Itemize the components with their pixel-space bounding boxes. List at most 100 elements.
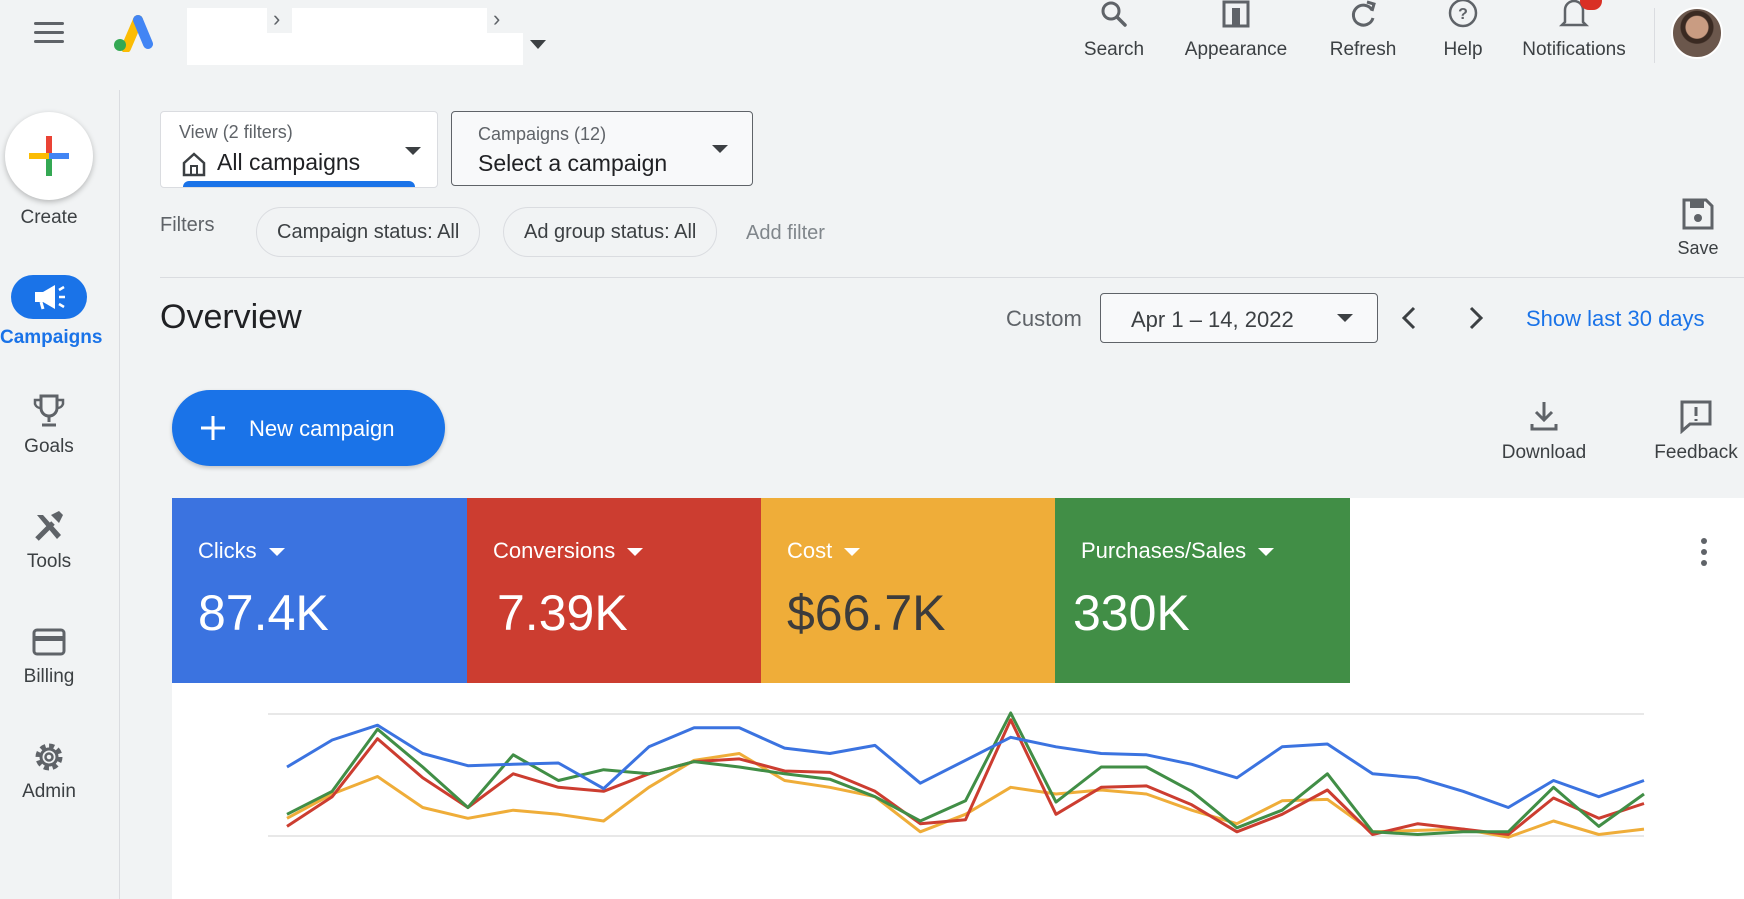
account-switcher-caret-icon[interactable]	[530, 40, 546, 49]
sidebar-item-tools[interactable]: Tools	[0, 505, 98, 595]
avatar[interactable]	[1671, 7, 1723, 59]
top-bar: › › Search Appearance Refresh ? Help Not…	[0, 0, 1744, 78]
page-title: Overview	[160, 298, 302, 336]
view-dropdown-caret-icon	[405, 147, 421, 155]
view-filters-count: View (2 filters)	[179, 122, 293, 142]
metric-selector[interactable]: Cost	[787, 538, 861, 564]
campaigns-nav-button[interactable]	[11, 275, 87, 319]
notifications-button[interactable]: Notifications	[1514, 0, 1634, 62]
filters-label: Filters	[160, 214, 215, 236]
campaign-dropdown-caret-icon	[712, 145, 728, 153]
show-last-30-days-link[interactable]: Show last 30 days	[1526, 306, 1705, 331]
help-button[interactable]: ? Help	[1438, 0, 1488, 62]
metric-caret-icon	[844, 548, 861, 557]
refresh-button[interactable]: Refresh	[1322, 0, 1404, 62]
search-label: Search	[1083, 39, 1145, 60]
credit-card-icon	[32, 628, 66, 656]
chart-series-line-1	[286, 718, 1645, 836]
help-label: Help	[1443, 39, 1483, 60]
tools-label: Tools	[26, 551, 72, 572]
notifications-label: Notifications	[1522, 39, 1626, 60]
metric-selector[interactable]: Purchases/Sales	[1081, 538, 1275, 564]
metric-name: Cost	[787, 538, 833, 563]
view-selected: All campaigns	[217, 149, 361, 175]
refresh-label: Refresh	[1329, 39, 1397, 60]
metric-caret-icon	[268, 548, 285, 557]
main-menu-button[interactable]	[30, 18, 68, 48]
new-campaign-button[interactable]: New campaign	[172, 390, 445, 466]
search-button[interactable]: Search	[1076, 0, 1152, 62]
download-icon	[1530, 402, 1558, 431]
account-name-redacted[interactable]	[187, 33, 523, 65]
refresh-icon	[1351, 0, 1376, 27]
search-icon	[1101, 1, 1127, 27]
trophy-icon	[33, 394, 65, 427]
appearance-label: Appearance	[1184, 39, 1288, 60]
plus-icon	[29, 136, 69, 176]
svg-text:?: ?	[1458, 6, 1468, 23]
metric-name: Purchases/Sales	[1081, 538, 1247, 563]
performance-chart	[268, 711, 1645, 839]
date-range-picker[interactable]: Apr 1 – 14, 2022	[1100, 293, 1378, 343]
bell-icon	[1558, 0, 1590, 27]
ad-group-status-filter-chip[interactable]: Ad group status: All	[503, 207, 718, 257]
new-campaign-label: New campaign	[249, 416, 395, 441]
plus-icon	[201, 416, 225, 440]
metric-value: 87.4K	[198, 585, 329, 641]
gear-icon	[35, 743, 63, 771]
campaign-status-filter-chip[interactable]: Campaign status: All	[256, 207, 481, 257]
metric-value: $66.7K	[787, 585, 946, 641]
metric-selector[interactable]: Clicks	[198, 538, 285, 564]
save-icon	[1682, 198, 1714, 230]
performance-card: Clicks 87.4K Conversions 7.39K Cost $66.…	[172, 498, 1744, 899]
feedback-button[interactable]: Feedback	[1652, 398, 1740, 464]
metric-tile-clicks[interactable]: Clicks 87.4K	[172, 498, 467, 683]
left-navigation-rail: Create Campaigns Goals Tools Billing Adm…	[0, 90, 120, 899]
date-range-type-label: Custom	[1006, 306, 1082, 331]
notification-badge	[1580, 0, 1602, 10]
create-label: Create	[20, 207, 78, 228]
megaphone-icon	[35, 285, 65, 310]
sidebar-item-goals[interactable]: Goals	[0, 390, 98, 480]
campaign-selector[interactable]: Campaigns (12) Select a campaign	[451, 111, 753, 186]
feedback-icon	[1680, 400, 1712, 434]
appearance-icon	[1222, 0, 1250, 28]
metric-tile-cost[interactable]: Cost $66.7K	[761, 498, 1056, 683]
chart-series-line-2	[286, 752, 1645, 839]
chart-series-line-3	[286, 711, 1645, 836]
add-filter-button[interactable]: Add filter	[746, 222, 825, 244]
metric-name: Clicks	[198, 538, 257, 563]
sidebar-item-admin[interactable]: Admin	[0, 735, 98, 825]
sidebar-item-billing[interactable]: Billing	[0, 620, 98, 710]
breadcrumb-redacted-2[interactable]	[292, 8, 487, 33]
metric-caret-icon	[1258, 548, 1275, 557]
date-dropdown-caret-icon	[1337, 314, 1353, 322]
metric-tile-conversions[interactable]: Conversions 7.39K	[467, 498, 762, 683]
previous-period-icon[interactable]	[1393, 301, 1427, 335]
view-selector[interactable]: View (2 filters) All campaigns	[160, 111, 438, 188]
chart-series-line-0	[286, 723, 1645, 809]
filters-divider	[160, 277, 1744, 278]
metric-selector[interactable]: Conversions	[493, 538, 644, 564]
billing-label: Billing	[23, 666, 75, 687]
topbar-divider	[1654, 8, 1655, 63]
metric-value: 330K	[1073, 585, 1190, 641]
save-button[interactable]: Save	[1660, 196, 1736, 259]
download-label: Download	[1501, 442, 1587, 463]
google-ads-logo	[114, 15, 153, 52]
tools-icon	[35, 511, 63, 541]
create-button[interactable]	[5, 112, 93, 200]
metric-tile-purchases[interactable]: Purchases/Sales 330K	[1055, 498, 1350, 683]
sidebar-item-campaigns[interactable]: Campaigns	[0, 327, 103, 348]
next-period-icon[interactable]	[1458, 301, 1492, 335]
more-options-button[interactable]	[1698, 538, 1710, 570]
view-active-indicator	[183, 181, 415, 187]
breadcrumb-redacted-1[interactable]	[187, 8, 267, 33]
hamburger-icon	[34, 22, 64, 25]
date-range-value: Apr 1 – 14, 2022	[1131, 307, 1294, 332]
more-vert-icon	[1701, 538, 1707, 544]
appearance-button[interactable]: Appearance	[1180, 0, 1292, 62]
save-label: Save	[1677, 238, 1719, 258]
download-button[interactable]: Download	[1498, 398, 1590, 464]
metric-value: 7.39K	[497, 585, 628, 641]
